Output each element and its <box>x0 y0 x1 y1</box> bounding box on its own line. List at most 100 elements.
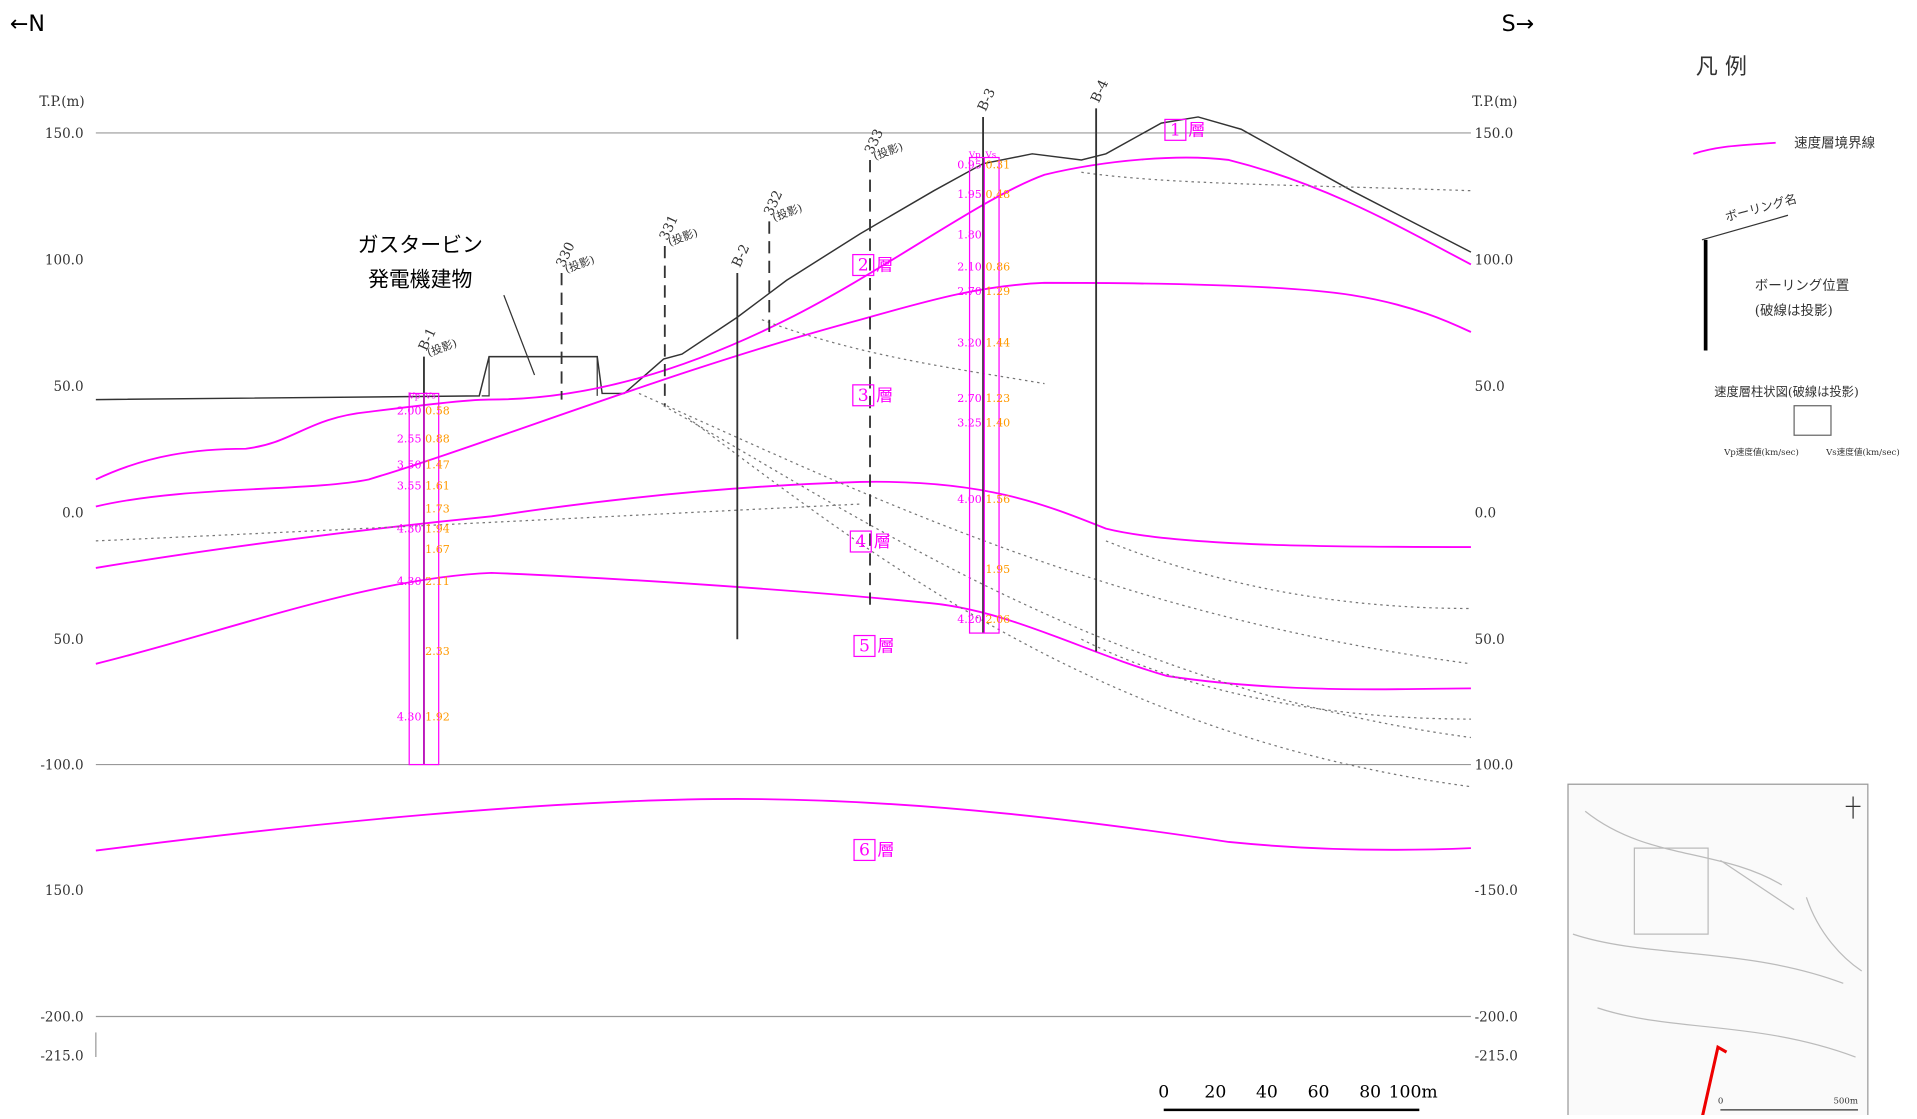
scale-label: 60 <box>1308 1083 1330 1103</box>
legend-title: 凡 例 <box>1696 54 1747 80</box>
vp-value: 2.00 <box>397 404 422 417</box>
vs-value: 0.48 <box>986 188 1011 201</box>
vs-value: 1.40 <box>986 417 1011 430</box>
vs-value: 1.23 <box>986 392 1011 405</box>
legend-pos: (破線は投影) <box>1755 303 1833 319</box>
left-axis-label: 150.0 <box>45 883 84 899</box>
legend-column-swatch <box>1793 405 1832 436</box>
borehole-lines <box>423 108 1098 765</box>
left-axis-label: -215.0 <box>40 1049 83 1065</box>
layer-number: 1 <box>1170 120 1181 140</box>
legend-name-line <box>1701 214 1789 241</box>
map-scale: 0 <box>1718 1097 1723 1107</box>
vp-header: Vp <box>968 151 981 161</box>
left-axis-label: -100.0 <box>40 757 83 773</box>
left-axis-label: 50.0 <box>53 632 83 648</box>
scale-label: 80 <box>1359 1083 1381 1103</box>
vs-value: 1.94 <box>425 522 450 535</box>
right-axis-label: -150.0 <box>1475 883 1518 899</box>
vs-value: 1.67 <box>425 543 450 556</box>
layer-suffix: 層 <box>1188 120 1205 140</box>
vp-value: 4.20 <box>957 613 982 626</box>
vp-value: 4.30 <box>397 575 422 588</box>
right-axis-label: 100.0 <box>1475 757 1514 773</box>
right-axis-label: 50.0 <box>1475 379 1505 395</box>
vp-value: 3.55 <box>397 479 422 492</box>
right-axis-label: 50.0 <box>1475 632 1505 648</box>
vs-value: 2.06 <box>986 613 1011 626</box>
vp-value: 0.95 <box>957 159 982 172</box>
layer-suffix: 層 <box>876 386 893 406</box>
layer-suffix: 層 <box>874 532 891 552</box>
layer-box <box>853 838 876 862</box>
vs-value: 1.47 <box>425 458 450 471</box>
layer-number: 2 <box>858 256 869 276</box>
left-axis-label: 0.0 <box>62 506 83 522</box>
location-map: 0 500m <box>1567 783 1869 1119</box>
vp-value: 2.70 <box>957 285 982 298</box>
map-scale: 500m <box>1833 1097 1858 1107</box>
layer-box <box>853 634 876 658</box>
right-axis-label: -200.0 <box>1475 1009 1518 1025</box>
layer-number: 5 <box>859 637 870 657</box>
vp-value: 1.95 <box>957 188 982 201</box>
layer-box <box>852 384 875 407</box>
vs-value: 1.56 <box>986 493 1011 506</box>
vp-value: 4.00 <box>957 493 982 506</box>
vs-value: 0.58 <box>425 404 450 417</box>
layer-box <box>852 253 875 277</box>
left-unit: T.P.(m) <box>39 94 84 110</box>
layer-number: 6 <box>859 840 870 860</box>
building-leader <box>503 294 536 376</box>
right-axis-label: -215.0 <box>1475 1049 1518 1065</box>
right-axis-label: 150.0 <box>1475 126 1514 142</box>
right-axis-label: 0.0 <box>1475 506 1496 522</box>
legend-pos: ボーリング位置 <box>1755 278 1849 294</box>
scale-label: 20 <box>1204 1083 1226 1103</box>
scale-label: 40 <box>1256 1083 1278 1103</box>
left-axis-label: 50.0 <box>53 379 83 395</box>
vs-value: 1.95 <box>986 563 1011 576</box>
building-label: ガスタービン <box>358 233 483 257</box>
scale-label: 100m <box>1389 1083 1438 1103</box>
vs-value: 1.61 <box>425 479 450 492</box>
legend-column: 速度層柱状図(破線は投影) <box>1714 384 1859 399</box>
south-label: S→ <box>1502 11 1535 37</box>
right-unit: T.P.(m) <box>1472 94 1517 110</box>
terrain <box>95 116 1472 401</box>
left-axis-label: -200.0 <box>40 1009 83 1025</box>
vp-value: 2.10 <box>957 261 982 274</box>
boundaries <box>95 156 1472 852</box>
vs-header: Vs <box>985 151 997 161</box>
borehole-name: B-2 <box>729 242 753 270</box>
vs-header: Vs <box>424 391 436 401</box>
building-label: 発電機建物 <box>368 268 472 292</box>
left-axis-label: 100.0 <box>45 252 84 268</box>
dotted-contacts <box>95 171 1472 788</box>
vp-value: 4.30 <box>397 710 422 723</box>
vs-value: 0.88 <box>425 433 450 446</box>
vp-header: Vp <box>408 391 421 401</box>
layer-box <box>849 530 872 553</box>
layer-suffix: 層 <box>877 637 894 657</box>
vs-value: 1.29 <box>986 285 1011 298</box>
left-axis-label: 150.0 <box>45 126 84 142</box>
vs-value: 1.44 <box>986 337 1011 350</box>
layer-number: 4 <box>855 532 866 552</box>
vp-value: 3.25 <box>957 417 982 430</box>
vs-value: 2.33 <box>425 645 450 658</box>
grid <box>95 132 1471 1058</box>
borehole-name: B-4 <box>1088 77 1112 105</box>
scale-label: 0 <box>1158 1083 1169 1103</box>
vs-value: 0.31 <box>986 159 1011 172</box>
building <box>481 355 598 397</box>
vp-value: 3.50 <box>397 458 422 471</box>
legend-boundary-swatch <box>1693 141 1776 155</box>
layer-suffix: 層 <box>876 256 893 276</box>
vp-value: 2.55 <box>397 433 422 446</box>
vs-value: 1.73 <box>425 503 450 516</box>
legend-vs: Vs速度値(km/sec) <box>1825 446 1900 458</box>
vs-value: 2.11 <box>425 575 450 588</box>
vp-value: 1.80 <box>957 229 982 242</box>
